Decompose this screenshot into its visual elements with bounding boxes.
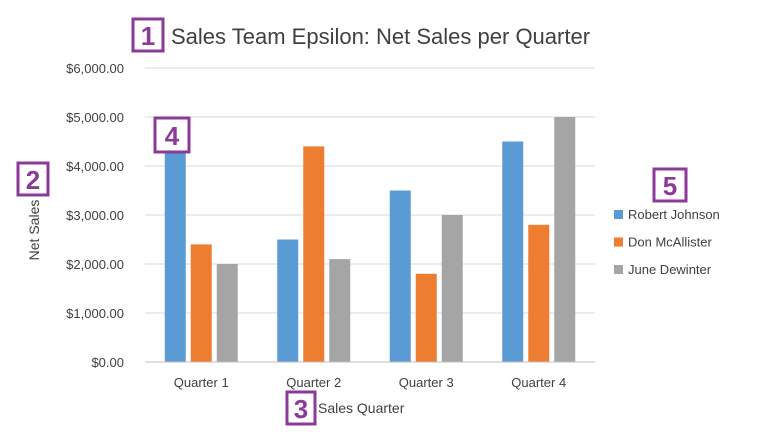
gridlines bbox=[145, 67, 595, 314]
bar bbox=[190, 244, 212, 362]
bar bbox=[329, 259, 351, 362]
y-tick-label: $3,000.00 bbox=[66, 208, 124, 223]
x-tick-label: Quarter 2 bbox=[286, 375, 341, 390]
bar bbox=[277, 239, 299, 362]
bar bbox=[502, 141, 524, 362]
chart-title: Sales Team Epsilon: Net Sales per Quarte… bbox=[171, 24, 590, 49]
y-tick-label: $2,000.00 bbox=[66, 257, 124, 272]
callout-box bbox=[652, 167, 688, 203]
x-tick-label: Quarter 3 bbox=[399, 375, 454, 390]
legend-label: Don McAllister bbox=[628, 235, 712, 250]
legend-label: Robert Johnson bbox=[628, 207, 720, 222]
callout-number: 2 bbox=[26, 165, 40, 195]
callout-number: 1 bbox=[141, 21, 155, 51]
x-tick-label: Quarter 4 bbox=[511, 375, 566, 390]
bar bbox=[554, 117, 576, 362]
y-tick-label: $1,000.00 bbox=[66, 306, 124, 321]
legend-swatch bbox=[614, 237, 623, 247]
bar bbox=[216, 264, 238, 362]
callout-3: 3 bbox=[285, 390, 317, 426]
bar bbox=[164, 151, 186, 362]
callout-2: 2 bbox=[16, 161, 50, 197]
x-axis-title: Sales Quarter bbox=[318, 400, 405, 416]
y-tick-label: $6,000.00 bbox=[66, 61, 124, 76]
callout-box bbox=[153, 116, 191, 154]
bar bbox=[528, 224, 550, 362]
bars bbox=[164, 117, 576, 362]
x-tick-label: Quarter 1 bbox=[174, 375, 229, 390]
callout-4: 4 bbox=[153, 116, 191, 154]
callout-box bbox=[16, 161, 50, 197]
callout-box bbox=[131, 17, 165, 53]
legend-label: June Dewinter bbox=[628, 262, 712, 277]
bar bbox=[415, 273, 437, 362]
legend-swatch bbox=[614, 210, 623, 219]
callout-5: 5 bbox=[652, 167, 688, 203]
bar bbox=[441, 215, 463, 362]
bar bbox=[389, 190, 411, 362]
callout-number: 5 bbox=[663, 171, 677, 201]
y-axis-ticks: $0.00 $1,000.00 $2,000.00 $3,000.00 $4,000.0… bbox=[66, 61, 124, 370]
callout-box bbox=[285, 390, 317, 426]
callout-number: 3 bbox=[294, 394, 308, 424]
callout-number: 4 bbox=[165, 121, 180, 151]
callout-1: 1 bbox=[131, 17, 165, 53]
y-axis-title: Net Sales bbox=[26, 200, 42, 261]
y-tick-label: $0.00 bbox=[91, 355, 124, 370]
legend-swatch bbox=[614, 265, 623, 274]
y-tick-label: $4,000.00 bbox=[66, 159, 124, 174]
x-axis-ticks: Quarter 1 Quarter 2 Quarter 3 Quarter 4 bbox=[174, 375, 566, 390]
y-tick-label: $5,000.00 bbox=[66, 110, 124, 125]
legend: Robert Johnson Don McAllister June Dewinte… bbox=[614, 207, 720, 277]
bar bbox=[303, 146, 325, 362]
